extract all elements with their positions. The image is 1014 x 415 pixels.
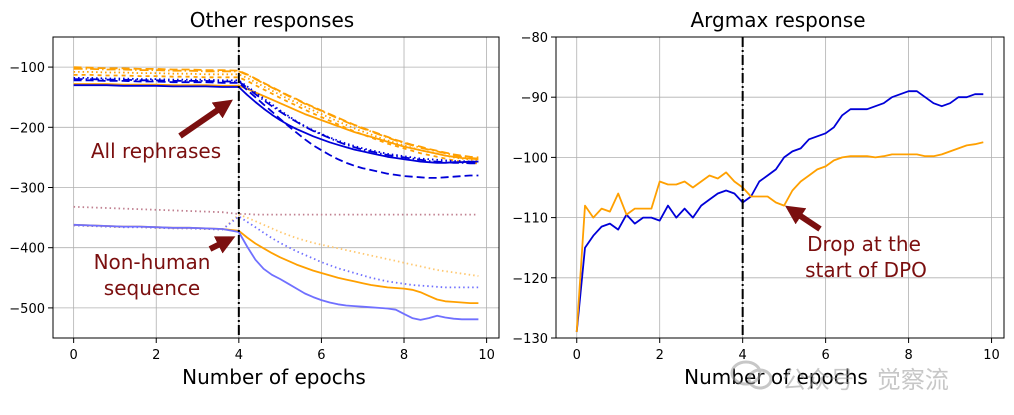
drop-arrow <box>785 205 822 232</box>
right-x-tick-label: 4 <box>739 348 747 363</box>
non-human-label-line2: sequence <box>104 276 200 300</box>
left-x-tick-label: 0 <box>70 348 78 363</box>
right-panel: 0 2 4 6 8 10 −130 −120 −110 −100 −90 −80 Argmax res… <box>512 8 1005 389</box>
wechat-icon <box>730 360 773 390</box>
right-ticks: 0 2 4 6 8 10 −130 −120 −110 −100 −90 −80 <box>512 31 1000 363</box>
left-x-tick-label: 6 <box>317 348 325 363</box>
left-series-line-10 <box>73 205 479 216</box>
non-human-arrow <box>208 236 236 254</box>
left-y-tick-label: −100 <box>9 61 45 76</box>
left-series-line-4 <box>73 74 479 165</box>
left-chart-title: Other responses <box>190 8 354 32</box>
left-ticks: 0 2 4 6 8 10 −500 −400 −300 −200 −100 <box>9 61 495 363</box>
right-series-lines <box>575 90 984 333</box>
left-series-line-11 <box>73 213 479 277</box>
right-y-tick-label: −110 <box>512 212 548 227</box>
left-x-tick-label: 4 <box>235 348 243 363</box>
left-panel: 0 2 4 6 8 10 −500 −400 −300 −200 −100 Other respon… <box>9 8 500 389</box>
all-rephrases-arrow <box>178 99 233 139</box>
drop-label-line2: start of DPO <box>805 258 927 282</box>
right-x-tick-label: 8 <box>904 348 912 363</box>
left-series-lines <box>73 66 479 321</box>
left-y-tick-label: −200 <box>9 121 45 136</box>
right-gridlines <box>556 36 1004 339</box>
left-series-line-9 <box>73 84 479 164</box>
left-x-axis-label: Number of epochs <box>182 365 366 389</box>
left-x-tick-label: 8 <box>400 348 408 363</box>
drop-label-line1: Drop at the <box>807 232 921 256</box>
right-x-tick-label: 10 <box>983 348 1000 363</box>
watermark: 公众号 · 觉察流 <box>730 358 1000 394</box>
all-rephrases-label: All rephrases <box>91 139 221 163</box>
left-x-tick-label: 2 <box>152 348 160 363</box>
left-series-line-5 <box>73 83 479 161</box>
left-y-tick-label: −400 <box>9 242 45 257</box>
left-series-line-8 <box>73 78 479 165</box>
non-human-label-line1: Non-human <box>94 250 211 274</box>
right-y-tick-label: −100 <box>512 151 548 166</box>
left-y-tick-label: −300 <box>9 182 45 197</box>
right-chart-title: Argmax response <box>690 8 865 32</box>
right-x-tick-label: 0 <box>573 348 581 363</box>
right-series-line-2 <box>575 141 984 333</box>
right-y-tick-label: −80 <box>521 31 548 46</box>
right-series-line-1 <box>575 90 984 333</box>
left-y-tick-label: −500 <box>9 302 45 317</box>
left-series-line-6 <box>73 79 479 179</box>
right-x-tick-label: 6 <box>821 348 829 363</box>
right-x-axis-label: Number of epochs <box>684 365 868 389</box>
left-series-line-2 <box>73 68 479 160</box>
left-series-line-3 <box>73 71 479 162</box>
right-axes-frame <box>555 36 1005 339</box>
right-x-tick-label: 2 <box>656 348 664 363</box>
watermark-text: 公众号 · 觉察流 <box>782 366 949 394</box>
left-series-line-14 <box>73 223 479 321</box>
left-x-tick-label: 10 <box>478 348 495 363</box>
right-y-tick-label: −120 <box>512 272 548 287</box>
right-y-tick-label: −90 <box>521 91 548 106</box>
right-y-tick-label: −130 <box>512 332 548 347</box>
